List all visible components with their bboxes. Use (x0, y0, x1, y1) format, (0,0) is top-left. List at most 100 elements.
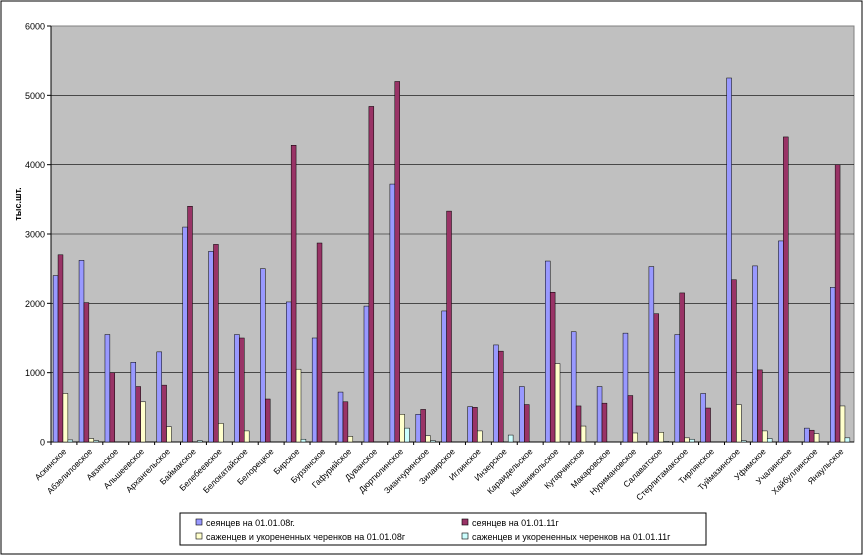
bar-2 (706, 408, 711, 442)
legend-swatch (196, 533, 202, 539)
bar-4 (690, 439, 695, 442)
bar-4 (94, 441, 99, 442)
bar-2 (421, 409, 426, 442)
bar-2 (835, 165, 840, 442)
bar-1 (649, 267, 654, 442)
legend-label: саженцев и укорененных черенков на 01.01… (472, 532, 671, 542)
bar-2 (680, 293, 685, 442)
bar-1 (364, 306, 369, 442)
legend-swatch (462, 519, 468, 525)
bar-2 (550, 292, 555, 442)
bar-4 (767, 439, 772, 442)
bar-2 (602, 403, 607, 442)
bar-4 (845, 438, 850, 442)
bar-2 (291, 145, 296, 442)
bar-1 (157, 352, 162, 442)
bar-2 (628, 396, 633, 442)
bar-4 (197, 441, 202, 442)
bar-3 (814, 434, 819, 442)
bar-2 (732, 280, 737, 442)
bar-3 (762, 431, 767, 442)
bar-1 (286, 302, 291, 442)
bar-2 (783, 137, 788, 442)
bar-3 (659, 432, 664, 442)
bar-1 (442, 311, 447, 442)
bar-4 (664, 441, 669, 442)
bar-1 (209, 251, 214, 442)
y-tick-label: 5000 (25, 91, 45, 101)
bar-1 (53, 276, 58, 442)
y-tick-label: 6000 (25, 22, 45, 32)
bar-1 (494, 345, 499, 442)
bar-2 (369, 106, 374, 442)
bar-2 (188, 206, 193, 442)
bar-1 (105, 335, 110, 442)
legend-label: сеянцев на 01.01.11г (472, 518, 560, 528)
bar-2 (343, 402, 348, 442)
bar-3 (244, 431, 249, 442)
bar-1 (79, 260, 84, 442)
bar-1 (338, 392, 343, 442)
bar-1 (804, 428, 809, 442)
bar-2 (136, 387, 141, 442)
bar-3 (141, 402, 146, 442)
bar-1 (416, 414, 421, 442)
bar-1 (778, 241, 783, 442)
bar-1 (131, 362, 136, 442)
bar-3 (63, 393, 68, 442)
legend-label: сеянцев на 01.01.08г. (206, 518, 295, 528)
bar-3 (218, 423, 223, 442)
bar-4 (301, 439, 306, 442)
bar-3 (400, 414, 405, 442)
bar-1 (727, 78, 732, 442)
bar-2 (265, 399, 270, 442)
bar-1 (545, 261, 550, 442)
bar-3 (685, 438, 690, 442)
bar-2 (58, 255, 63, 442)
y-tick-label: 2000 (25, 299, 45, 309)
bar-1 (390, 184, 395, 442)
bar-2 (498, 351, 503, 442)
bar-1 (675, 335, 680, 442)
bar-1 (701, 393, 706, 442)
bar-2 (473, 407, 478, 442)
bar-2 (395, 81, 400, 442)
bar-3 (633, 433, 638, 442)
bar-1 (623, 333, 628, 442)
bar-1 (468, 407, 473, 442)
bar-3 (736, 405, 741, 442)
bar-2 (162, 385, 167, 442)
legend-label: саженцев и укорененных черенков на 01.01… (206, 532, 406, 542)
bar-4 (68, 440, 73, 442)
bar-4 (430, 441, 435, 442)
bar-3 (426, 436, 431, 442)
bar-2 (809, 430, 814, 442)
bar-3 (581, 426, 586, 442)
bar-1 (183, 227, 188, 442)
bar-3 (348, 436, 353, 442)
y-tick-label: 1000 (25, 368, 45, 378)
bar-1 (571, 332, 576, 442)
bar-2 (84, 303, 89, 442)
y-tick-label: 3000 (25, 230, 45, 240)
bar-1 (597, 387, 602, 442)
bar-1 (260, 269, 265, 442)
bar-2 (524, 405, 529, 442)
bar-1 (519, 387, 524, 442)
bar-4 (741, 441, 746, 442)
bar-1 (753, 266, 758, 442)
bar-1 (830, 287, 835, 442)
bar-2 (213, 244, 218, 442)
bar-1 (234, 335, 239, 442)
bar-2 (317, 243, 322, 442)
bar-2 (239, 338, 244, 442)
bar-3 (296, 369, 301, 442)
bar-3 (167, 427, 172, 442)
bar-1 (312, 338, 317, 442)
bar-3 (840, 406, 845, 442)
bar-3 (477, 431, 482, 442)
bar-2 (757, 370, 762, 442)
bar-2 (576, 406, 581, 442)
